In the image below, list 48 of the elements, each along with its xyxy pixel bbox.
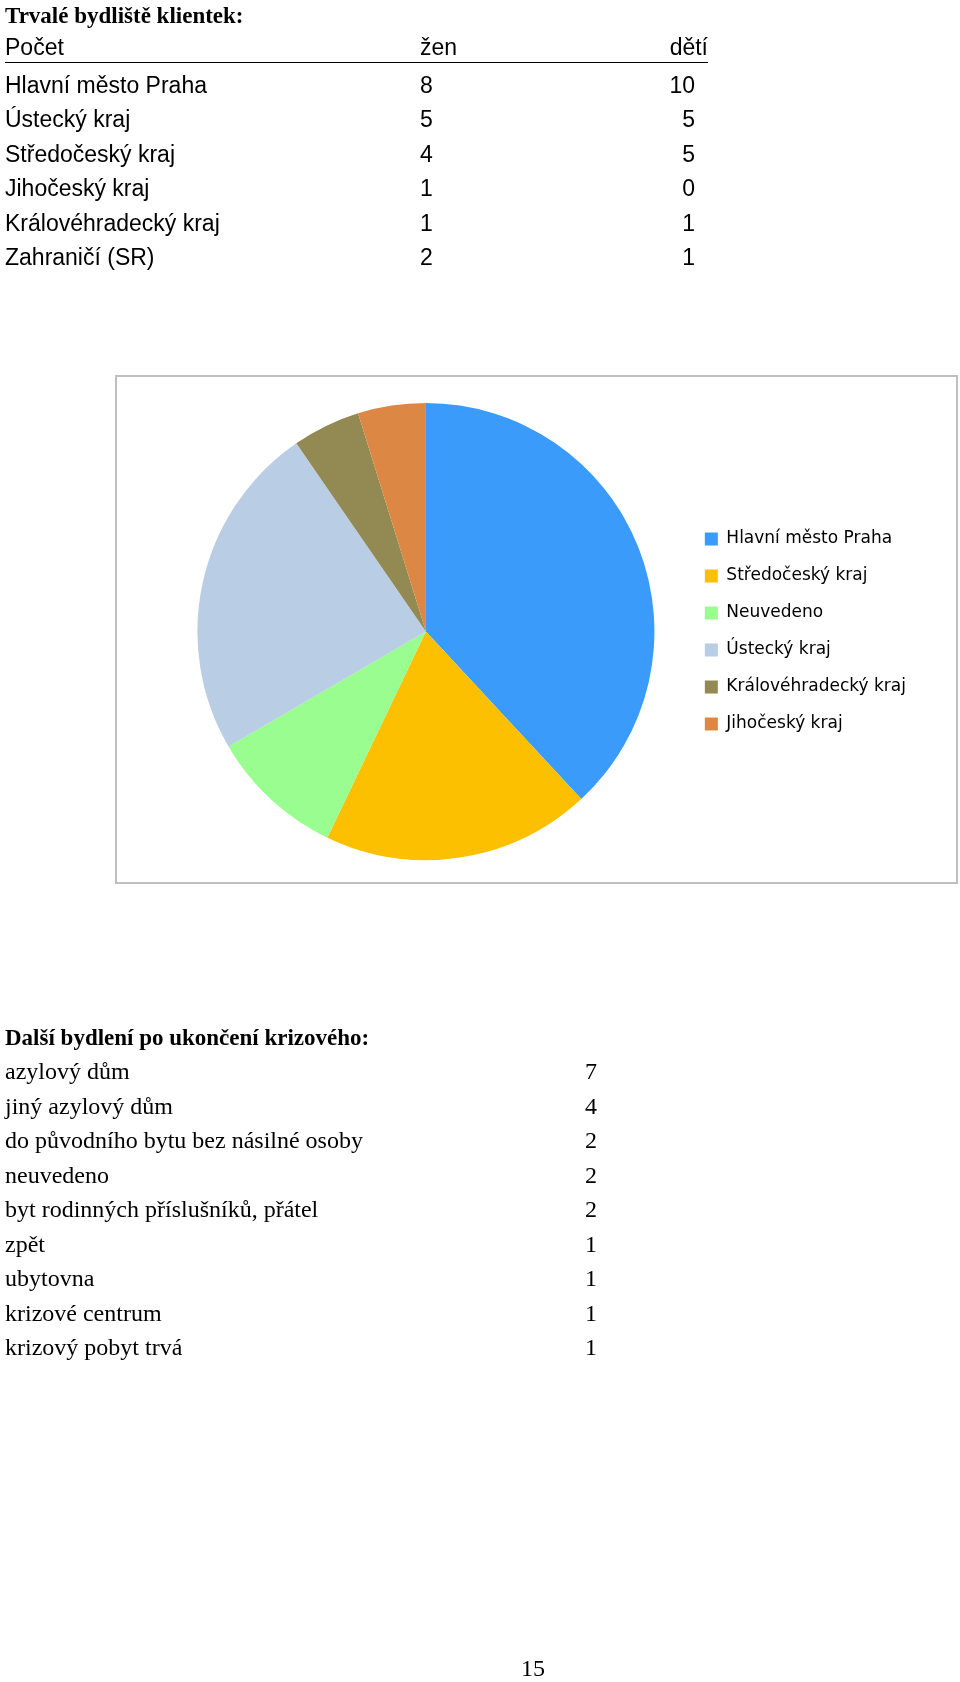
category-label: Zahraničí (SR) <box>5 243 155 272</box>
data-label: 5 <box>420 105 433 134</box>
category-label: azylový dům <box>5 1057 130 1086</box>
category-label: jiný azylový dům <box>5 1091 173 1121</box>
data-label: 10 <box>669 70 695 100</box>
legend-label: Hlavní město Praha <box>726 527 893 548</box>
legend-label: Jihočeský kraj <box>725 712 843 733</box>
data-label: 4 <box>585 1091 597 1121</box>
category-label: krizový pobyt trvá <box>5 1333 183 1362</box>
data-label: 4 <box>420 139 433 169</box>
category-label: neuvedeno <box>5 1160 109 1190</box>
data-label: 2 <box>585 1160 597 1190</box>
category-label: Středočeský kraj <box>5 139 176 169</box>
legend-label: Středočeský kraj <box>726 564 868 585</box>
category-label: zpět <box>5 1229 45 1259</box>
data-label: 1 <box>585 1229 597 1259</box>
data-label: 0 <box>682 174 695 203</box>
text: Počet <box>5 33 64 62</box>
text: Další bydlení po ukončení krizového: <box>5 1024 371 1052</box>
legend-label: Královéhradecký kraj <box>726 675 906 696</box>
data-label: 5 <box>682 105 695 134</box>
text: Trvalé bydliště klientek: <box>5 2 245 30</box>
text: dětí <box>669 33 708 62</box>
text: žen <box>420 33 458 62</box>
data-label: 1 <box>585 1264 597 1293</box>
data-label: 5 <box>682 139 695 169</box>
data-label: 2 <box>585 1126 597 1155</box>
data-label: 1 <box>585 1333 597 1362</box>
category-label: Hlavní město Praha <box>5 70 207 100</box>
category-label: Královéhradecký kraj <box>5 208 220 238</box>
data-label: 1 <box>420 208 433 238</box>
text: 15 <box>520 1655 546 1682</box>
data-label: 1 <box>420 174 433 203</box>
data-label: 7 <box>585 1057 597 1086</box>
category-label: Jihočeský kraj <box>5 174 150 203</box>
category-label: krizové centrum <box>5 1298 162 1328</box>
data-label: 1 <box>682 243 695 272</box>
data-label: 2 <box>420 243 433 272</box>
category-label: do původního bytu bez násilné osoby <box>5 1126 363 1155</box>
data-label: 2 <box>585 1195 597 1224</box>
legend-label: Neuvedeno <box>726 601 824 622</box>
category-label: byt rodinných příslušníků, přátel <box>5 1195 319 1224</box>
data-label: 8 <box>420 70 433 100</box>
legend-label: Ústecký kraj <box>726 637 831 659</box>
data-label: 1 <box>682 208 695 238</box>
category-label: ubytovna <box>5 1264 95 1293</box>
category-label: Ústecký kraj <box>5 105 131 134</box>
data-label: 1 <box>585 1298 597 1328</box>
